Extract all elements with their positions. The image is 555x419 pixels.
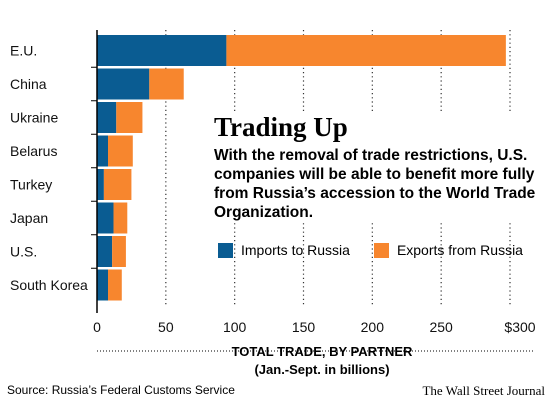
bars [91,30,506,313]
category-label-3: Belarus [10,143,57,159]
bar-exports-2 [116,102,143,133]
x-tick-label-0: 0 [93,319,101,335]
bar-imports-1 [97,68,150,100]
bar-imports-5 [97,202,114,234]
category-label-6: U.S. [10,244,37,260]
x-tick-label-200: 200 [361,319,385,335]
category-label-2: Ukraine [10,110,58,126]
bar-imports-6 [97,236,113,267]
legend-swatch-imports [218,242,233,258]
x-tick-label-50: 50 [158,319,174,335]
legend-swatch-exports [373,242,389,258]
bar-imports-0 [97,35,227,66]
legend-item-exports: Exports from Russia [373,242,523,258]
legend-item-imports: Imports to Russia [218,242,350,258]
bar-exports-4 [103,169,132,200]
chart-title: Trading Up [214,112,348,142]
bar-imports-3 [97,135,109,167]
publisher-credit: The Wall Street Journal [422,383,545,398]
category-label-5: Japan [10,210,48,226]
x-tick-label-100: 100 [223,319,247,335]
x-tick-label-250: 250 [429,319,453,335]
x-axis-label-line2: (Jan.-Sept. in billions) [254,362,389,377]
bar-exports-3 [108,135,133,167]
bar-exports-1 [149,68,184,100]
legend-label-exports: Exports from Russia [396,242,523,258]
x-axis-label-line1: TOTAL TRADE, BY PARTNER [232,344,413,359]
chart-subtitle: With the removal of trade restrictions, … [214,147,536,221]
bar-exports-6 [112,236,126,267]
legend-label-imports: Imports to Russia [241,242,350,258]
x-tick-label-150: 150 [292,319,316,335]
bar-imports-7 [97,269,109,301]
legend: Imports to Russia Exports from Russia [218,239,547,261]
x-tick-labels: 0 50 100 150 200 250 $300 [93,319,536,335]
title-box: Trading Up With the removal of trade res… [208,112,538,222]
category-label-7: South Korea [10,277,88,293]
category-label-0: E.U. [10,43,37,59]
category-label-4: Turkey [10,177,52,193]
bar-exports-0 [226,35,506,66]
x-tick-label-300: $300 [504,319,535,335]
category-labels: E.U. China Ukraine Belarus Turkey Japan U.S. So… [10,43,88,294]
category-label-1: China [10,76,47,92]
bar-exports-7 [108,269,122,301]
bar-imports-2 [97,102,117,133]
bar-exports-5 [113,202,128,234]
source-note: Source: Russia’s Federal Customs Service [7,383,235,397]
bar-imports-4 [97,169,104,200]
